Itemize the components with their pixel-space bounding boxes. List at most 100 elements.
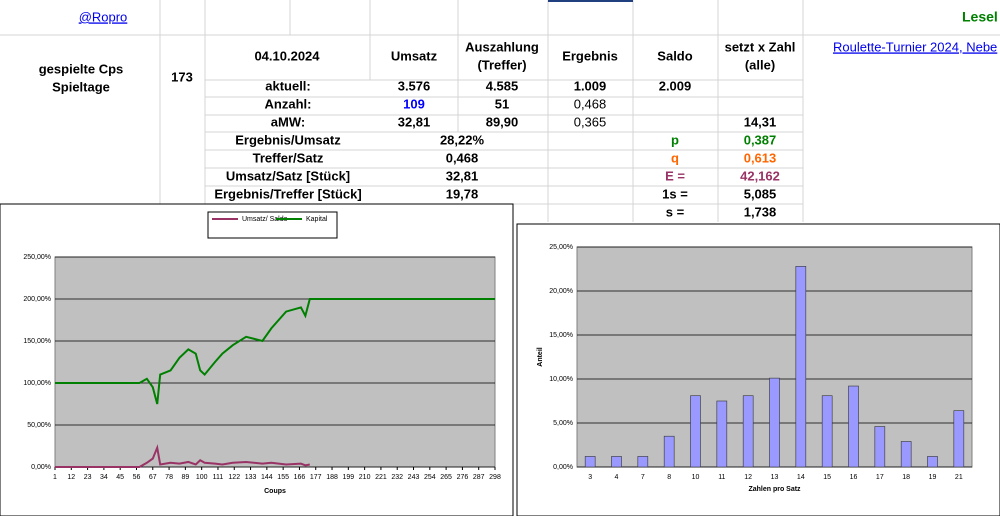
cell-text: q xyxy=(671,150,679,165)
x-tick-label: 23 xyxy=(84,474,92,481)
y-tick-label: 50,00% xyxy=(27,422,51,429)
x-tick-label: 16 xyxy=(850,474,858,481)
cell-text: E = xyxy=(665,168,685,183)
x-tick-label: 15 xyxy=(823,474,831,481)
x-tick-label: 18 xyxy=(902,474,910,481)
cell-text: Ergebnis xyxy=(562,48,618,63)
x-axis-title: Coups xyxy=(264,488,286,495)
cell-text: 0,468 xyxy=(446,150,479,165)
x-tick-label: 287 xyxy=(473,474,485,481)
cell-text: Ergebnis/Umsatz xyxy=(235,132,341,147)
legend-box xyxy=(207,211,338,239)
x-tick-label: 265 xyxy=(440,474,452,481)
line-series xyxy=(55,298,495,405)
cell-text: 0,387 xyxy=(744,132,777,147)
value: 173 xyxy=(171,69,193,84)
cell-text: 5,085 xyxy=(744,186,777,201)
x-tick-label: 3 xyxy=(588,474,592,481)
cell-text: 3.576 xyxy=(398,78,431,93)
cell-text: 32,81 xyxy=(446,168,479,183)
y-tick-label: 10,00% xyxy=(549,376,573,383)
x-tick-label: 12 xyxy=(744,474,752,481)
cell-text: 32,81 xyxy=(398,114,431,129)
cell-text: 0,468 xyxy=(574,96,607,111)
x-tick-label: 12 xyxy=(67,474,75,481)
x-tick-label: 4 xyxy=(615,474,619,481)
sheet-grid xyxy=(0,0,1000,222)
cell-text: 0,365 xyxy=(574,114,607,129)
y-tick-label: 0,00% xyxy=(31,464,51,471)
cell-text: Umsatz/Satz [Stück] xyxy=(226,168,350,183)
cell-text: 4.585 xyxy=(486,78,519,93)
bar xyxy=(821,395,833,468)
bar xyxy=(584,456,596,468)
x-tick-label: 13 xyxy=(771,474,779,481)
y-axis-title: Anteil xyxy=(537,347,544,367)
x-tick-label: 19 xyxy=(929,474,937,481)
cell-text: 19,78 xyxy=(446,186,479,201)
line-series xyxy=(55,444,311,468)
label: Spieltage xyxy=(52,79,110,94)
cell-text: 0,613 xyxy=(744,150,777,165)
x-tick-label: 254 xyxy=(424,474,436,481)
x-tick-label: 243 xyxy=(408,474,420,481)
x-tick-label: 122 xyxy=(228,474,240,481)
y-tick-label: 25,00% xyxy=(549,244,573,251)
legend-label: Umsatz/ Saldo xyxy=(242,216,288,223)
cell-text: 2.009 xyxy=(659,78,692,93)
x-tick-label: 21 xyxy=(955,474,963,481)
link[interactable]: Roulette-Turnier 2024, Nebe xyxy=(833,39,997,54)
bar xyxy=(795,266,807,468)
y-tick-label: 0,00% xyxy=(553,464,573,471)
bar xyxy=(900,441,912,468)
cell-text: Ergebnis/Treffer [Stück] xyxy=(214,186,361,201)
x-tick-label: 14 xyxy=(797,474,805,481)
plot-area xyxy=(54,256,496,468)
bar xyxy=(690,395,701,468)
cell-text: aMW: xyxy=(271,114,305,129)
y-tick-label: 200,00% xyxy=(23,296,51,303)
cell-text: s = xyxy=(666,204,685,219)
bar xyxy=(611,456,622,468)
x-tick-label: 7 xyxy=(641,474,645,481)
x-tick-label: 144 xyxy=(261,474,273,481)
cell-text: (alle) xyxy=(745,57,775,72)
cell-text: 14,31 xyxy=(744,114,777,129)
x-tick-label: 111 xyxy=(213,474,224,481)
link[interactable]: @Ropro xyxy=(79,9,128,24)
cell-text: 28,22% xyxy=(440,132,485,147)
bar xyxy=(769,377,780,468)
y-tick-label: 15,00% xyxy=(549,332,573,339)
y-tick-label: 100,00% xyxy=(23,380,51,387)
y-tick-label: 150,00% xyxy=(23,338,51,345)
cell-text: Saldo xyxy=(657,48,692,63)
cell-text: 42,162 xyxy=(740,168,780,183)
x-tick-label: 100 xyxy=(196,474,208,481)
bar xyxy=(874,426,886,468)
cell-text: 1,738 xyxy=(744,204,777,219)
cell-text: Anzahl: xyxy=(265,96,312,111)
x-tick-label: 199 xyxy=(342,474,354,481)
x-tick-label: 210 xyxy=(359,474,371,481)
cell-text: p xyxy=(671,132,679,147)
x-tick-label: 89 xyxy=(181,474,189,481)
x-tick-label: 221 xyxy=(375,474,387,481)
y-tick-label: 5,00% xyxy=(553,420,573,427)
cell-text: Treffer/Satz xyxy=(253,150,324,165)
x-tick-label: 17 xyxy=(876,474,884,481)
bar xyxy=(663,435,675,468)
x-tick-label: 10 xyxy=(692,474,700,481)
x-tick-label: 232 xyxy=(391,474,403,481)
x-tick-label: 133 xyxy=(245,474,257,481)
cell-text: Auszahlung xyxy=(465,39,539,54)
x-tick-label: 8 xyxy=(667,474,671,481)
x-tick-label: 78 xyxy=(165,474,173,481)
bar xyxy=(848,385,859,468)
title: Lesel xyxy=(962,9,998,25)
x-tick-label: 298 xyxy=(489,474,501,481)
x-tick-label: 45 xyxy=(116,474,124,481)
x-tick-label: 1 xyxy=(53,474,57,481)
cell-text: (Treffer) xyxy=(477,57,526,72)
label: gespielte Cps xyxy=(39,61,124,76)
